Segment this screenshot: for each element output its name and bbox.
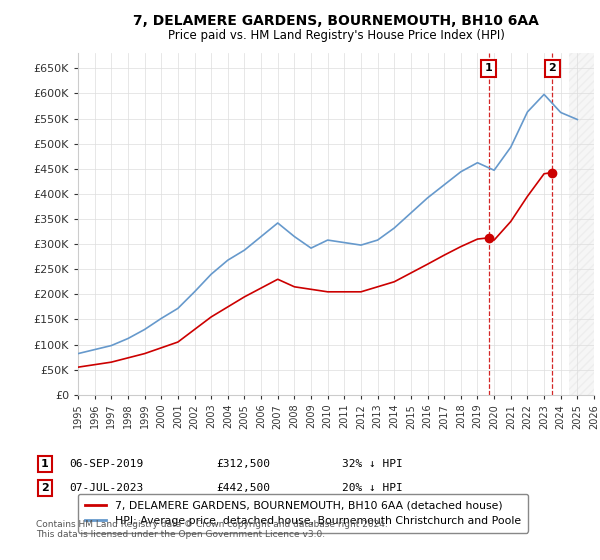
Text: 20% ↓ HPI: 20% ↓ HPI [342, 483, 403, 493]
Text: 06-SEP-2019: 06-SEP-2019 [69, 459, 143, 469]
Text: 1: 1 [485, 63, 493, 73]
Text: 7, DELAMERE GARDENS, BOURNEMOUTH, BH10 6AA: 7, DELAMERE GARDENS, BOURNEMOUTH, BH10 6… [133, 14, 539, 28]
Text: 2: 2 [41, 483, 49, 493]
Text: Contains HM Land Registry data © Crown copyright and database right 2024.
This d: Contains HM Land Registry data © Crown c… [36, 520, 388, 539]
Text: £442,500: £442,500 [216, 483, 270, 493]
Bar [569, 53, 594, 395]
Text: £312,500: £312,500 [216, 459, 270, 469]
Text: 32% ↓ HPI: 32% ↓ HPI [342, 459, 403, 469]
Text: 07-JUL-2023: 07-JUL-2023 [69, 483, 143, 493]
Legend: 7, DELAMERE GARDENS, BOURNEMOUTH, BH10 6AA (detached house), HPI: Average price,: 7, DELAMERE GARDENS, BOURNEMOUTH, BH10 6… [78, 494, 528, 533]
Text: 2: 2 [548, 63, 556, 73]
Text: Price paid vs. HM Land Registry's House Price Index (HPI): Price paid vs. HM Land Registry's House … [167, 29, 505, 42]
Text: 1: 1 [41, 459, 49, 469]
